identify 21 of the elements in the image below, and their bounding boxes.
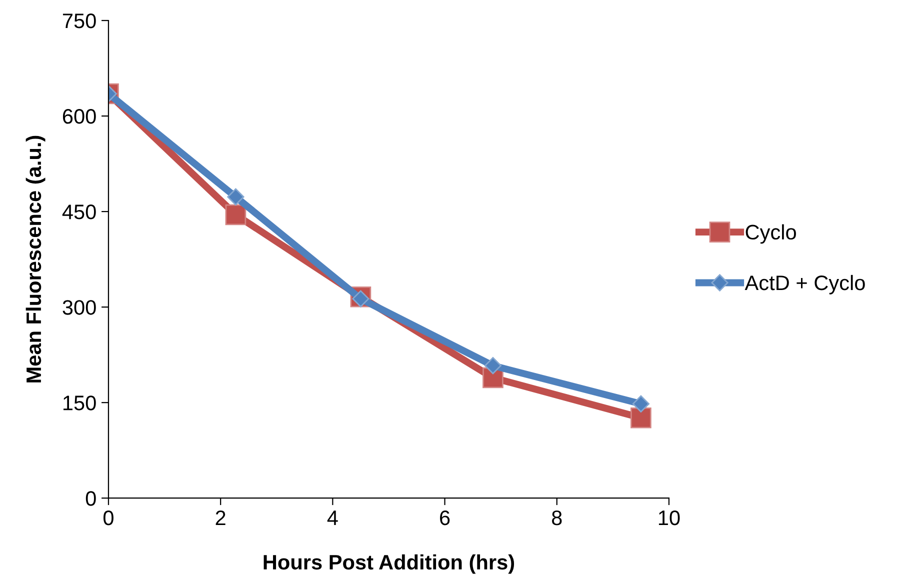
y-tick-label: 150 xyxy=(64,396,96,410)
legend-label: ActD + Cyclo xyxy=(744,274,865,294)
point xyxy=(484,357,502,374)
x-tick-label: 2 xyxy=(216,510,226,526)
y-tick-label: 750 xyxy=(62,14,96,28)
x-tick-label: 0 xyxy=(104,510,114,526)
x-tick-label: 4 xyxy=(327,510,338,526)
x-tick-label: 8 xyxy=(552,510,562,526)
x-tick-label: 10 xyxy=(658,510,680,526)
y-tick-label: 300 xyxy=(62,300,96,315)
point xyxy=(632,395,650,412)
x-axis-title: Hours Post Addition (hrs) xyxy=(264,554,514,574)
y-axis-title: Mean Fluorescence (a.u.) xyxy=(26,136,46,382)
legend-label: Cyclo xyxy=(746,224,796,244)
y-tick-label: 450 xyxy=(62,204,96,220)
point xyxy=(225,204,246,226)
point xyxy=(630,407,652,428)
y-tick-label: 0 xyxy=(86,491,96,506)
x-tick-label: 6 xyxy=(440,510,450,526)
point xyxy=(227,188,244,206)
y-tick-label: 600 xyxy=(62,109,96,124)
